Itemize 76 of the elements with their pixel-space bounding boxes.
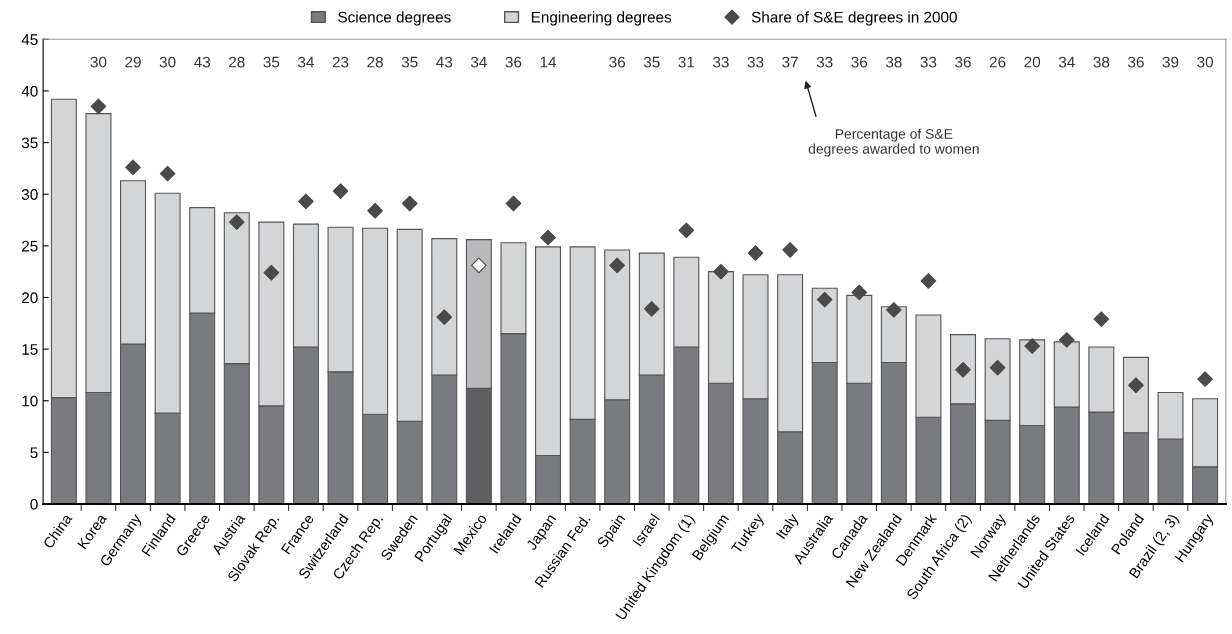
data-label: 28	[229, 56, 245, 68]
data-label: 35	[263, 56, 280, 68]
y-tick-label: 40	[21, 85, 38, 97]
data-label: 33	[747, 56, 764, 68]
data-label: 35	[643, 56, 660, 68]
point	[851, 284, 868, 301]
y-tick-label: 20	[22, 292, 38, 304]
legend-label: Engineering degrees	[531, 11, 672, 26]
point	[1024, 338, 1041, 354]
data-label: 36	[1128, 56, 1144, 68]
data-label: 36	[505, 56, 522, 68]
point	[643, 301, 660, 317]
data-label: 28	[367, 56, 383, 68]
data-label: 33	[713, 56, 729, 68]
data-label: 36	[955, 56, 971, 68]
y-tick-label: 35	[21, 137, 38, 149]
data-label: 14	[540, 56, 557, 68]
data-label: 43	[436, 56, 453, 68]
data-label: 33	[920, 56, 937, 68]
point	[678, 222, 695, 239]
point	[1058, 331, 1075, 348]
data-label: 34	[1058, 56, 1075, 68]
point	[125, 159, 141, 176]
data-label: 30	[159, 56, 176, 68]
point	[401, 195, 418, 212]
data-label: 38	[1093, 56, 1110, 68]
point	[471, 257, 487, 274]
data-label: 20	[1024, 56, 1041, 68]
point	[920, 273, 937, 289]
data-label: 37	[782, 56, 798, 68]
data-label: 34	[470, 56, 487, 68]
y-tick-label: 25	[22, 240, 38, 252]
legend-label: Share of S&E degrees in 2000	[751, 11, 957, 26]
point	[747, 245, 764, 261]
point	[540, 229, 556, 246]
point	[159, 165, 176, 182]
y-tick-label: 5	[30, 447, 38, 459]
point	[1128, 377, 1144, 394]
y-tick-label: 0	[30, 498, 38, 510]
point	[713, 263, 729, 280]
point	[816, 291, 833, 308]
point	[782, 242, 798, 258]
y-tick-label: 10	[22, 395, 38, 407]
data-label: 23	[332, 56, 349, 68]
point	[609, 257, 626, 274]
point	[886, 302, 902, 318]
point	[298, 193, 314, 210]
point	[90, 98, 107, 115]
point	[505, 195, 522, 212]
y-tick-label: 30	[21, 189, 38, 200]
point	[1093, 311, 1110, 328]
data-label: 30	[90, 56, 107, 68]
point	[367, 202, 383, 219]
data-label: 38	[885, 56, 902, 68]
data-label: 43	[194, 56, 211, 68]
data-label: 34	[298, 56, 314, 68]
data-label: 39	[1162, 56, 1179, 68]
data-label: 29	[125, 56, 141, 68]
data-label: 36	[609, 56, 626, 68]
data-label: 33	[816, 56, 833, 68]
legend-label: Science degrees	[338, 11, 451, 26]
point	[955, 361, 971, 378]
data-label: 30	[1197, 56, 1213, 68]
point	[332, 183, 349, 199]
data-label: 35	[401, 56, 418, 68]
point	[228, 214, 245, 230]
y-tick-label: 45	[21, 34, 38, 45]
point	[436, 309, 453, 325]
point	[1197, 371, 1213, 387]
point	[989, 359, 1006, 376]
point	[263, 264, 280, 281]
data-label: 31	[678, 56, 695, 68]
y-tick-label: 15	[22, 344, 38, 355]
data-label: 36	[851, 56, 868, 68]
annotation: Percentage of S&E degrees awarded to women	[808, 128, 979, 157]
data-label: 26	[989, 56, 1006, 68]
